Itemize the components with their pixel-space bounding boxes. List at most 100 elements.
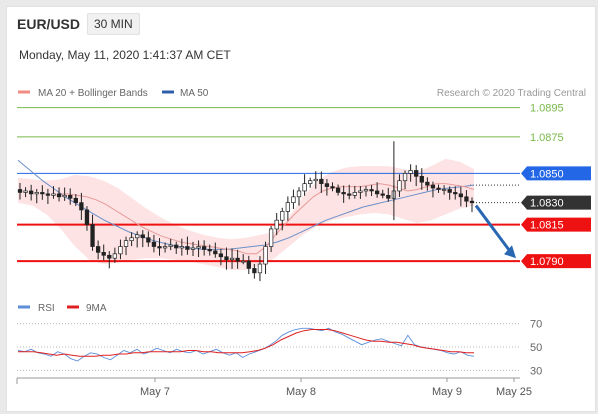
candle-body	[330, 186, 335, 189]
candle-body	[380, 193, 385, 196]
candle-body	[469, 200, 475, 204]
candle-body	[207, 249, 212, 252]
rsi-tick-label: 30	[530, 365, 542, 377]
candle-body	[453, 192, 458, 195]
candle-body	[319, 178, 324, 184]
candle-body	[218, 253, 224, 258]
candle-body	[95, 246, 101, 253]
candle-body	[352, 192, 357, 196]
candle-body	[397, 180, 402, 192]
candle-body	[335, 187, 341, 193]
level-tag-text: 1.0875	[530, 132, 564, 144]
candle-body	[308, 180, 313, 184]
ma20-legend-label: MA 20 + Bollinger Bands	[38, 88, 148, 99]
candle-body	[23, 190, 28, 193]
candle-body	[324, 183, 330, 187]
candle-body	[425, 181, 430, 186]
candle-body	[146, 237, 151, 243]
level-tag-box	[521, 254, 591, 269]
candle-body	[347, 193, 352, 196]
level-tags-group: 1.0895 1.0875 1.0850 1.0830 1.0815 1.0790	[521, 103, 591, 269]
candle-body	[213, 250, 218, 255]
candle-body	[174, 244, 179, 249]
candle-body	[386, 194, 391, 199]
candle-body	[140, 234, 145, 239]
candle-body	[40, 192, 45, 195]
candle-body	[51, 193, 56, 196]
candle-body	[241, 260, 246, 263]
candle-body	[29, 190, 34, 195]
candle-body	[17, 189, 23, 193]
candle-body	[135, 234, 140, 239]
candle-body	[129, 237, 134, 242]
candle-body	[280, 211, 285, 221]
x-tick-label: May 25	[496, 386, 532, 398]
candle-body	[201, 246, 207, 250]
candle-body	[414, 170, 419, 177]
candle-body	[257, 263, 263, 274]
candle-body	[84, 209, 90, 225]
level-tag-text: 1.0895	[530, 103, 564, 115]
candle-body	[101, 252, 106, 256]
candle-body	[235, 257, 240, 262]
candle-body	[68, 194, 73, 199]
x-tick-label: May 7	[140, 386, 170, 398]
candle-body	[73, 197, 78, 204]
level-lines-group	[17, 107, 520, 263]
candle-body	[190, 247, 196, 250]
candle-body	[252, 268, 257, 274]
forecast-group	[474, 204, 516, 259]
level-tag-box	[521, 217, 591, 232]
level-tag-text: 1.0830	[530, 198, 564, 210]
candle-body	[196, 246, 201, 249]
symbol-title: EUR/USD	[17, 16, 81, 32]
candle-body	[151, 241, 157, 247]
candle-body	[291, 196, 296, 204]
candle-body	[302, 183, 307, 192]
ma50-legend-label: MA 50	[180, 88, 209, 99]
level-tag-box	[521, 166, 591, 181]
candle-body	[107, 254, 112, 259]
candle-body	[464, 196, 469, 202]
candle-body	[34, 192, 39, 195]
candle-body	[112, 253, 118, 259]
candle-body	[436, 187, 441, 190]
candle-body	[168, 244, 173, 247]
timeframe-badge[interactable]: 30 MIN	[87, 13, 140, 35]
rsi-tick-label: 70	[530, 319, 542, 331]
rsi-panel: 70 50 30	[17, 319, 542, 377]
candle-body	[274, 219, 279, 230]
candles-group	[17, 141, 475, 282]
candle-body	[447, 189, 452, 193]
candle-body	[341, 192, 346, 195]
candle-body	[79, 202, 84, 211]
candle-body	[285, 202, 291, 212]
candle-body	[229, 257, 235, 261]
ma9-line	[18, 329, 474, 357]
rsi-line	[17, 327, 475, 362]
candle-body	[45, 193, 51, 196]
report-datetime: Monday, May 11, 2020 1:41:37 AM CET	[19, 48, 231, 62]
candle-body	[408, 170, 413, 174]
candle-body	[246, 260, 251, 269]
candle-body	[358, 190, 363, 193]
forecast-arrow-head	[504, 245, 516, 259]
candle-body	[296, 190, 302, 198]
candle-body	[430, 184, 436, 189]
candle-body	[369, 189, 374, 192]
candle-body	[123, 240, 129, 247]
level-tag-box	[521, 195, 591, 210]
level-tag-text: 1.0790	[530, 256, 564, 268]
candle-body	[268, 228, 274, 247]
x-axis: May 7 May 8 May 9 May 25	[16, 377, 532, 398]
candle-body	[402, 173, 408, 182]
candle-body	[374, 190, 380, 195]
candle-body	[118, 246, 123, 255]
candle-body	[419, 175, 424, 183]
x-tick-label: May 9	[432, 386, 462, 398]
rsi-tick-label: 50	[530, 342, 542, 354]
candle-body	[313, 178, 318, 182]
candle-body	[363, 189, 369, 192]
candle-body	[157, 246, 162, 249]
